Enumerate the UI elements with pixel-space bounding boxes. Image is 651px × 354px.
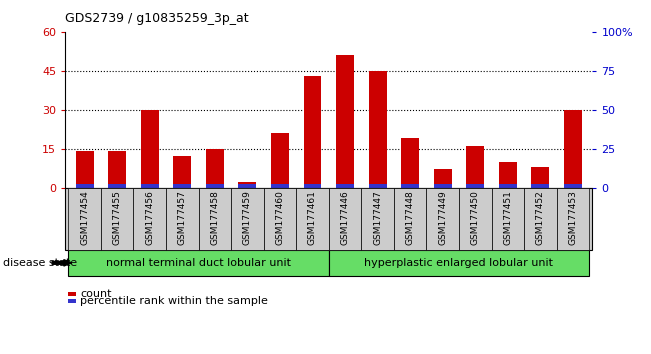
Bar <box>76 151 94 188</box>
Bar <box>271 184 289 188</box>
Text: GSM177457: GSM177457 <box>178 190 187 245</box>
Bar <box>499 184 517 188</box>
Text: GSM177459: GSM177459 <box>243 190 252 245</box>
Text: hyperplastic enlarged lobular unit: hyperplastic enlarged lobular unit <box>365 258 553 268</box>
Bar <box>466 146 484 188</box>
Bar <box>173 184 191 188</box>
Bar <box>238 182 256 188</box>
Text: GSM177460: GSM177460 <box>275 190 284 245</box>
Bar <box>368 184 387 188</box>
Text: GSM177446: GSM177446 <box>340 190 350 245</box>
Text: GSM177456: GSM177456 <box>145 190 154 245</box>
Bar <box>76 184 94 188</box>
Bar <box>303 184 322 188</box>
Bar <box>238 184 256 188</box>
Text: GSM177451: GSM177451 <box>503 190 512 245</box>
Bar <box>271 133 289 188</box>
Text: GSM177461: GSM177461 <box>308 190 317 245</box>
Bar <box>303 76 322 188</box>
Bar <box>531 184 549 188</box>
Text: GSM177448: GSM177448 <box>406 190 415 245</box>
Bar <box>368 71 387 188</box>
Bar <box>141 110 159 188</box>
Bar <box>531 167 549 188</box>
Bar <box>434 170 452 188</box>
Bar <box>499 162 517 188</box>
Bar <box>206 184 224 188</box>
Bar <box>564 184 582 188</box>
Bar <box>206 149 224 188</box>
Bar <box>173 156 191 188</box>
Text: count: count <box>80 289 111 299</box>
Bar <box>108 184 126 188</box>
Text: percentile rank within the sample: percentile rank within the sample <box>80 296 268 306</box>
Text: disease state: disease state <box>3 258 77 268</box>
Bar <box>401 184 419 188</box>
Bar <box>141 184 159 188</box>
Bar <box>401 138 419 188</box>
Text: GSM177452: GSM177452 <box>536 190 545 245</box>
Text: GSM177449: GSM177449 <box>438 190 447 245</box>
Text: normal terminal duct lobular unit: normal terminal duct lobular unit <box>106 258 291 268</box>
Bar <box>466 184 484 188</box>
Bar <box>108 151 126 188</box>
Text: GSM177454: GSM177454 <box>80 190 89 245</box>
Bar <box>336 55 354 188</box>
Text: GDS2739 / g10835259_3p_at: GDS2739 / g10835259_3p_at <box>65 12 249 25</box>
Bar <box>336 184 354 188</box>
Text: GSM177458: GSM177458 <box>210 190 219 245</box>
Text: GSM177453: GSM177453 <box>568 190 577 245</box>
Bar <box>564 110 582 188</box>
Text: GSM177450: GSM177450 <box>471 190 480 245</box>
Bar <box>434 184 452 188</box>
Text: GSM177447: GSM177447 <box>373 190 382 245</box>
Text: GSM177455: GSM177455 <box>113 190 122 245</box>
